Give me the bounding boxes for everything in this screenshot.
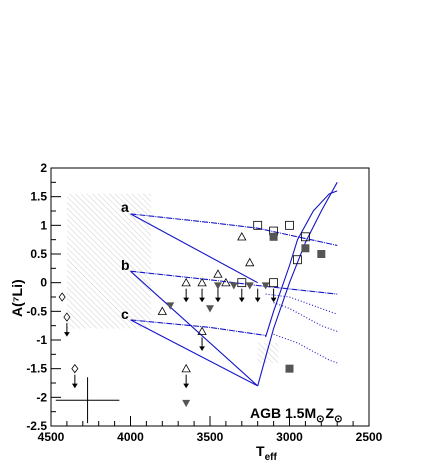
filled-square-point: [301, 244, 310, 253]
dotted-track-1: [265, 293, 338, 315]
data-points: [55, 220, 326, 424]
filled-square-point: [317, 250, 326, 258]
dotted-track-2: [273, 302, 338, 332]
y-tick-label: 1: [40, 218, 47, 232]
y-tick-label: 1.5: [30, 190, 47, 204]
converge-line-3: [130, 319, 258, 387]
filled-triangle-point: [261, 282, 270, 290]
open-triangle-point: [157, 306, 167, 315]
open-diamond-point: [58, 292, 66, 302]
open-triangle-point: [245, 257, 255, 267]
open-triangle-point: [197, 326, 207, 335]
open-triangle-point: [197, 277, 207, 287]
y-tick-label: -1: [36, 333, 47, 347]
y-tick-label: -2: [36, 390, 47, 404]
model-annotation: AGB 1.5M⊙Z⊙: [250, 405, 342, 425]
x-tick-label: 4500: [38, 430, 65, 444]
shaded-region-2: [257, 342, 279, 363]
y-tick-label: 2: [40, 161, 47, 175]
open-triangle-point: [237, 231, 247, 241]
open-square-point: [253, 220, 263, 230]
upper-limit-arrowhead: [270, 297, 277, 303]
filled-square-point: [269, 232, 278, 241]
upper-limit-arrowhead: [239, 297, 245, 303]
filled-triangle-point: [213, 282, 222, 290]
open-diamond-point: [71, 364, 79, 374]
shaded-regions: [66, 193, 279, 363]
model-track-c: [130, 319, 266, 336]
curve-label-a: a: [121, 199, 129, 215]
lower-rising-line: [257, 182, 338, 387]
curve-label-b: b: [121, 257, 130, 273]
y-tick-label: -0.5: [26, 304, 47, 318]
upper-limit-arrowhead: [254, 297, 261, 303]
upper-limit-arrowhead: [183, 383, 189, 389]
upper-limit-arrowhead: [183, 297, 189, 303]
open-square-point: [300, 232, 310, 242]
y-axis-title: A(⁷Li): [9, 279, 25, 317]
upper-limit-arrowhead: [64, 331, 70, 337]
x-axis-title: Teff: [256, 443, 277, 463]
open-triangle-point: [181, 277, 191, 287]
open-triangle-point: [181, 363, 191, 373]
filled-triangle-point: [206, 305, 214, 313]
y-tick-label: -1.5: [26, 362, 47, 376]
filled-triangle-point: [245, 282, 254, 290]
curve-label-c: c: [121, 306, 129, 322]
labels: a b c A(⁷Li) Teff AGB 1.5M⊙Z⊙: [9, 199, 342, 463]
filled-triangle-point: [166, 302, 175, 310]
annotation-main: AGB 1.5M: [250, 405, 316, 421]
converge-line-2: [130, 270, 259, 387]
converge-line-1: [130, 213, 258, 284]
open-diamond-point: [63, 312, 71, 322]
open-triangle-point: [221, 277, 231, 287]
upper-limit-arrowhead: [215, 297, 221, 303]
open-square-point: [269, 278, 279, 288]
upper-limit-arrowhead: [199, 346, 205, 351]
x-axis-title-subscript: eff: [265, 452, 278, 463]
open-triangle-point: [213, 269, 223, 278]
filled-square-point: [285, 364, 294, 373]
x-tick-label: 2500: [356, 430, 383, 444]
x-tick-label: 3500: [197, 430, 224, 444]
filled-triangle-point: [229, 282, 238, 290]
open-square-point: [293, 255, 302, 265]
annotation-z: Z: [326, 405, 335, 421]
annotation-sun-1: ⊙: [316, 414, 324, 425]
upper-limit-arrowhead: [72, 383, 78, 389]
y-tick-label: -2.5: [26, 419, 47, 433]
y-tick-label: 0.5: [30, 247, 47, 261]
open-square-point: [285, 220, 294, 230]
upper-rising-line: [265, 190, 338, 338]
shaded-region-1: [66, 193, 152, 329]
y-tick-label: 0: [40, 276, 47, 290]
filled-triangle-point: [182, 399, 191, 408]
x-tick-label: 4000: [117, 430, 144, 444]
dotted-track-3: [273, 333, 338, 364]
open-square-point: [237, 278, 247, 288]
x-tick-label: 3000: [276, 430, 303, 444]
upper-limit-arrowhead: [199, 297, 205, 303]
annotation-sun-2: ⊙: [334, 414, 342, 425]
model-track-a: [130, 213, 338, 246]
x-axis-title-main: T: [256, 443, 265, 459]
